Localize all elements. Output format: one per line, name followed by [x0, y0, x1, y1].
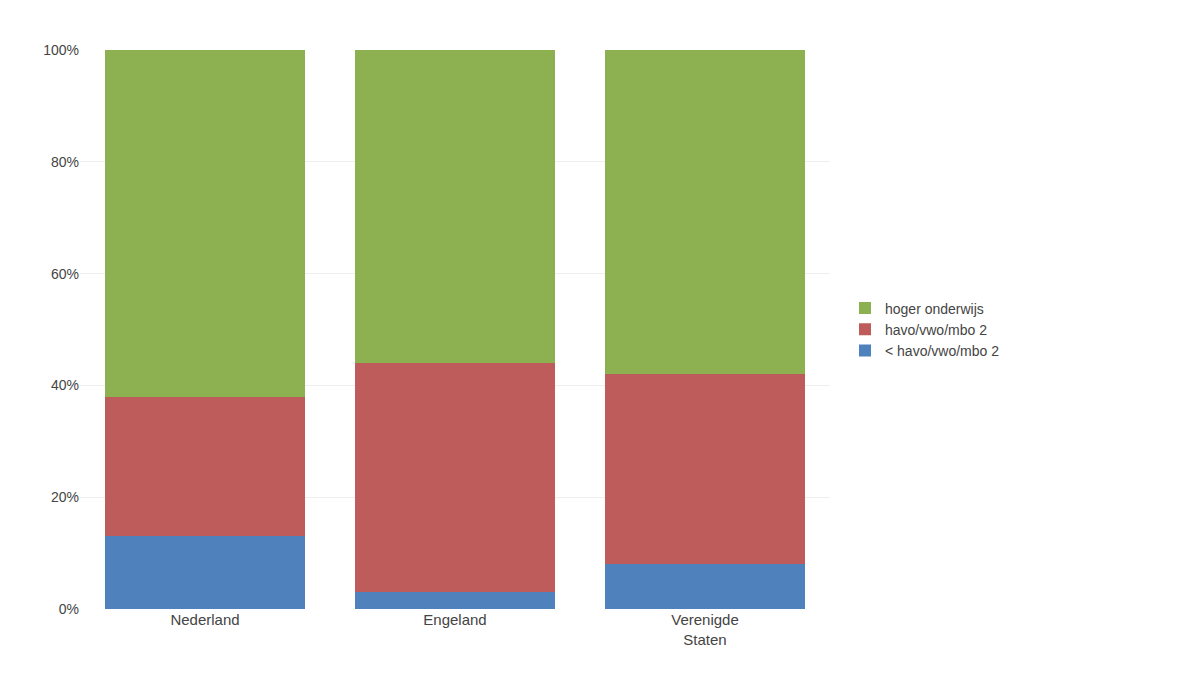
- svg-text:40%: 40%: [51, 377, 79, 393]
- svg-text:hoger onderwijs: hoger onderwijs: [885, 301, 984, 317]
- svg-text:60%: 60%: [51, 266, 79, 282]
- svg-text:0%: 0%: [59, 601, 79, 617]
- svg-text:Nederland: Nederland: [170, 611, 239, 628]
- svg-text:80%: 80%: [51, 154, 79, 170]
- svg-text:VerenigdeStaten: VerenigdeStaten: [671, 611, 739, 648]
- svg-text:Engeland: Engeland: [423, 611, 486, 628]
- svg-text:20%: 20%: [51, 489, 79, 505]
- svg-text:100%: 100%: [43, 42, 79, 58]
- svg-text:havo/vwo/mbo 2: havo/vwo/mbo 2: [885, 322, 987, 338]
- svg-text:< havo/vwo/mbo 2: < havo/vwo/mbo 2: [885, 343, 999, 359]
